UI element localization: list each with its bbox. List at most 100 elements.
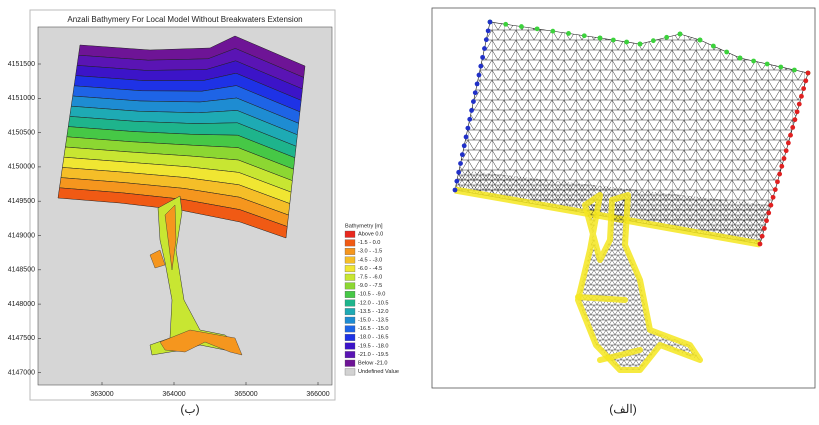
legend-swatch [345, 308, 355, 315]
node [664, 35, 669, 40]
node [478, 64, 483, 69]
node [764, 218, 769, 223]
node [778, 65, 783, 70]
node [456, 170, 461, 175]
node [611, 38, 616, 43]
legend-swatch [345, 351, 355, 358]
node [758, 242, 763, 247]
node [678, 32, 683, 37]
node [788, 133, 793, 138]
legend-label: -7.5 - -6.0 [358, 274, 382, 280]
y-tick-label: 4151500 [8, 61, 35, 68]
node [582, 33, 587, 38]
legend-swatch [345, 343, 355, 350]
node [480, 55, 485, 60]
legend-label: -6.0 - -4.5 [358, 266, 382, 272]
node [799, 94, 804, 99]
legend-label: Undefined Value [358, 369, 399, 375]
legend-swatch [345, 291, 355, 298]
legend-label: -9.0 - -7.5 [358, 283, 382, 289]
node [503, 22, 508, 27]
x-tick-label: 366000 [306, 391, 329, 398]
node [771, 195, 776, 200]
legend-swatch [345, 300, 355, 307]
node [598, 36, 603, 41]
node [766, 211, 771, 216]
legend-label: -10.5 - -9.0 [358, 292, 385, 298]
node [462, 143, 467, 148]
y-tick-label: 4150000 [8, 164, 35, 171]
node [779, 164, 784, 169]
node [651, 38, 656, 43]
legend: Bathymetry [m]Above 0.0-1.5 - 0.0-3.0 - … [345, 223, 399, 375]
node [786, 141, 791, 146]
node [795, 109, 800, 114]
legend-swatch [345, 283, 355, 290]
legend-label: -18.0 - -16.5 [358, 335, 388, 341]
node [454, 179, 459, 184]
node [484, 37, 489, 42]
node [777, 172, 782, 177]
legend-label: -1.5 - 0.0 [358, 240, 380, 246]
node [762, 226, 767, 231]
node [784, 148, 789, 153]
caption-left: (ب) [180, 402, 199, 416]
node [486, 28, 491, 33]
legend-label: -21.0 - -19.5 [358, 352, 388, 358]
legend-swatch [345, 334, 355, 341]
node [724, 50, 729, 55]
legend-label: -12.0 - -10.5 [358, 300, 388, 306]
legend-title: Bathymetry [m] [345, 223, 383, 229]
node [471, 99, 476, 104]
node [458, 161, 463, 166]
legend-swatch [345, 265, 355, 272]
legend-swatch [345, 248, 355, 255]
node [477, 73, 482, 78]
node [760, 234, 765, 239]
legend-swatch [345, 257, 355, 264]
legend-swatch [345, 369, 355, 376]
y-tick-label: 4151000 [8, 95, 35, 102]
caption-right: (الف) [609, 402, 636, 416]
node [738, 56, 743, 61]
node [467, 117, 472, 122]
legend-swatch [345, 240, 355, 247]
node [519, 24, 524, 29]
node [465, 126, 470, 131]
node [460, 152, 465, 157]
y-tick-label: 4149500 [8, 198, 35, 205]
legend-label: Below -21.0 [358, 360, 388, 366]
node [793, 117, 798, 122]
x-tick-label: 363000 [90, 391, 113, 398]
node [488, 20, 493, 25]
node [698, 38, 703, 43]
node [803, 78, 808, 83]
legend-label: -19.5 - -18.0 [358, 343, 388, 349]
map-title: Anzali Bathymery For Local Model Without… [67, 15, 302, 24]
page: {"left_panel": {"title": "Anzali Bathyme… [0, 0, 819, 425]
y-tick-label: 4147500 [8, 335, 35, 342]
node [801, 86, 806, 91]
x-tick-label: 364000 [162, 391, 185, 398]
figure: Anzali Bathymery For Local Model Without… [0, 0, 819, 425]
y-tick-label: 4148500 [8, 267, 35, 274]
x-tick-label: 365000 [234, 391, 257, 398]
node [535, 26, 540, 31]
node [769, 203, 774, 208]
legend-swatch [345, 274, 355, 281]
node [711, 44, 716, 49]
node [797, 102, 802, 107]
legend-swatch [345, 326, 355, 333]
node [464, 135, 469, 140]
y-tick-label: 4147000 [8, 370, 35, 377]
y-tick-label: 4148000 [8, 301, 35, 308]
legend-label: -4.5 - -3.0 [358, 257, 382, 263]
node [782, 156, 787, 161]
node [566, 31, 571, 36]
node [806, 71, 811, 76]
y-tick-label: 4149000 [8, 232, 35, 239]
legend-label: Above 0.0 [358, 231, 383, 237]
node [550, 29, 555, 34]
legend-label: -16.5 - -15.0 [358, 326, 388, 332]
node [453, 188, 458, 193]
